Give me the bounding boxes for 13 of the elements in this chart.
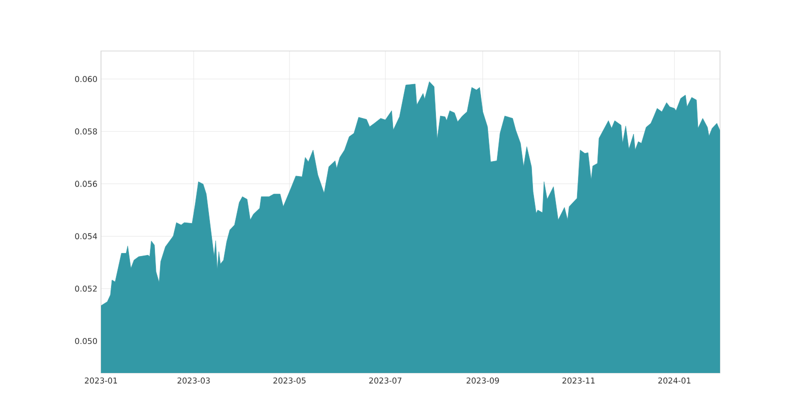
x-tick-label: 2023-01 bbox=[84, 378, 117, 384]
y-tick-label: 0.058 bbox=[75, 128, 97, 134]
y-tick-label: 0.052 bbox=[75, 286, 97, 292]
x-tick-label: 2023-11 bbox=[562, 378, 595, 384]
y-tick-label: 0.056 bbox=[75, 180, 97, 187]
x-tick-label: 2024-01 bbox=[658, 378, 690, 384]
x-tick-label: 2023-09 bbox=[466, 378, 499, 384]
y-tick-label: 0.054 bbox=[75, 233, 98, 240]
y-tick-label: 0.050 bbox=[75, 338, 97, 344]
y-tick-label: 0.060 bbox=[75, 76, 97, 82]
x-tick-label: 2023-03 bbox=[178, 378, 210, 384]
x-tick-label: 2023-07 bbox=[369, 378, 402, 384]
x-tick-label: 2023-05 bbox=[273, 378, 306, 384]
